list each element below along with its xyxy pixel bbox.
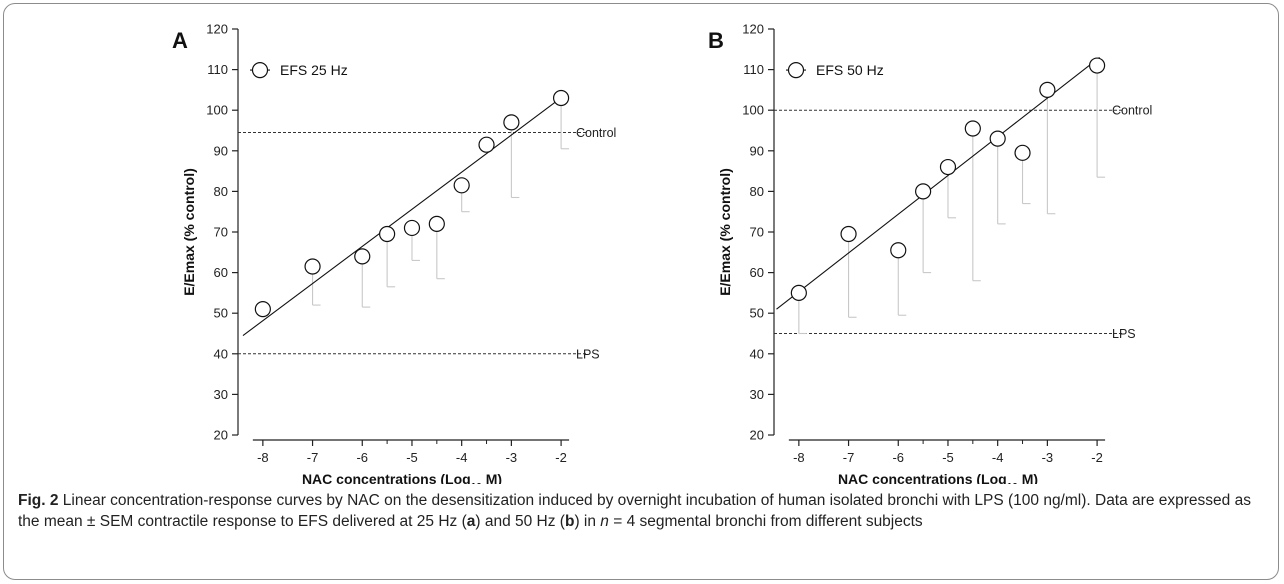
x-axis-title: NAC concentrations (Log10 M) [838,471,1038,484]
data-point [254,301,271,318]
reference-line-label: LPS [576,347,600,361]
x-tick-label: -8 [257,450,269,465]
y-tick-label: 40 [214,346,228,361]
panel-label: A [172,28,188,53]
x-tick-label: -5 [942,450,954,465]
fit-line [776,56,1100,310]
y-tick-label: 40 [750,346,764,361]
data-point [840,225,857,243]
fit-line [242,95,564,336]
y-tick-label: 110 [743,62,764,77]
data-point [428,215,445,232]
y-tick-label: 50 [750,306,764,321]
data-point [478,136,495,153]
data-point [790,284,807,301]
reference-line-label: LPS [1112,327,1136,341]
panel-a: A 20 30 40 50 60 70 80 90 100 110 120 -8 -7 -6 -5 -4 -3 -2… [172,22,616,485]
y-tick-label: 100 [742,103,764,118]
x-tick-label: -7 [307,450,319,465]
reference-line-label: Control [1112,104,1152,118]
y-tick-label: 110 [207,62,228,77]
y-tick-label: 70 [750,225,764,240]
data-point [453,177,470,194]
x-tick-label: -2 [1091,450,1103,465]
caption-text-3: ) in [574,513,601,530]
caption-text-1: Linear concentration-response curves by … [18,492,1251,530]
data-point [304,258,321,275]
caption-fig-label: Fig. 2 [18,492,59,509]
caption-text-2: ) and 50 Hz ( [475,513,565,530]
y-tick-label: 100 [206,103,228,118]
data-point [1014,144,1031,161]
y-tick-label: 20 [750,428,764,443]
caption-text-4: = 4 segmental bronchi from different sub… [608,513,923,530]
y-tick-label: 120 [742,22,764,37]
data-point [964,120,981,137]
legend-label: EFS 25 Hz [280,62,348,78]
y-tick-label: 120 [206,22,228,37]
x-tick-label: -3 [1042,450,1054,465]
legend-marker [787,61,805,79]
legend-marker [251,61,269,79]
data-point [354,248,371,265]
data-point [915,183,932,200]
x-tick-label: -4 [456,450,468,465]
figure-frame: A 20 30 40 50 60 70 80 90 100 110 120 -8 -7 -6 -5 -4 -3 -2… [3,3,1279,580]
y-tick-label: 30 [750,387,764,402]
y-tick-label: 50 [214,306,228,321]
y-tick-label: 60 [214,265,228,280]
panel-b: B 20 30 40 50 60 70 80 90 100 110 120 -8 -7 -6 -5 -4 -3 -2… [708,22,1152,485]
y-tick-label: 30 [214,387,228,402]
x-tick-label: -6 [356,450,368,465]
y-tick-label: 90 [214,143,228,158]
caption-ref-a: a [466,513,476,530]
caption-n: n [600,513,609,530]
y-axis-title: E/Emax (% control) [181,168,197,296]
figure-panels: A 20 30 40 50 60 70 80 90 100 110 120 -8 -7 -6 -5 -4 -3 -2… [172,22,1152,485]
data-point [503,114,520,131]
y-tick-label: 70 [214,225,228,240]
data-point [989,130,1006,147]
x-tick-label: -4 [992,450,1004,465]
y-axis-title: E/Emax (% control) [717,168,733,296]
y-tick-label: 20 [214,428,228,443]
reference-line-label: Control [576,126,616,140]
caption-ref-b: b [564,513,575,530]
data-point [939,158,957,176]
figure-caption: Fig. 2 Linear concentration-response cur… [18,490,1272,532]
data-point [403,219,421,237]
x-axis-title: NAC concentrations (Log10 M) [302,471,502,484]
data-point [379,225,396,243]
panel-label: B [708,28,724,53]
data-point [1088,57,1106,74]
legend-label: EFS 50 Hz [816,62,884,78]
data-point [552,89,570,107]
data-point [890,242,907,259]
y-tick-label: 80 [750,184,764,199]
y-tick-label: 60 [750,265,764,280]
x-tick-label: -2 [555,450,567,465]
y-tick-label: 80 [214,184,228,199]
y-tick-label: 90 [750,143,764,158]
x-tick-label: -3 [506,450,518,465]
x-tick-label: -7 [843,450,855,465]
data-point [1039,81,1056,99]
x-tick-label: -8 [793,450,805,465]
x-tick-label: -5 [406,450,418,465]
x-tick-label: -6 [892,450,904,465]
